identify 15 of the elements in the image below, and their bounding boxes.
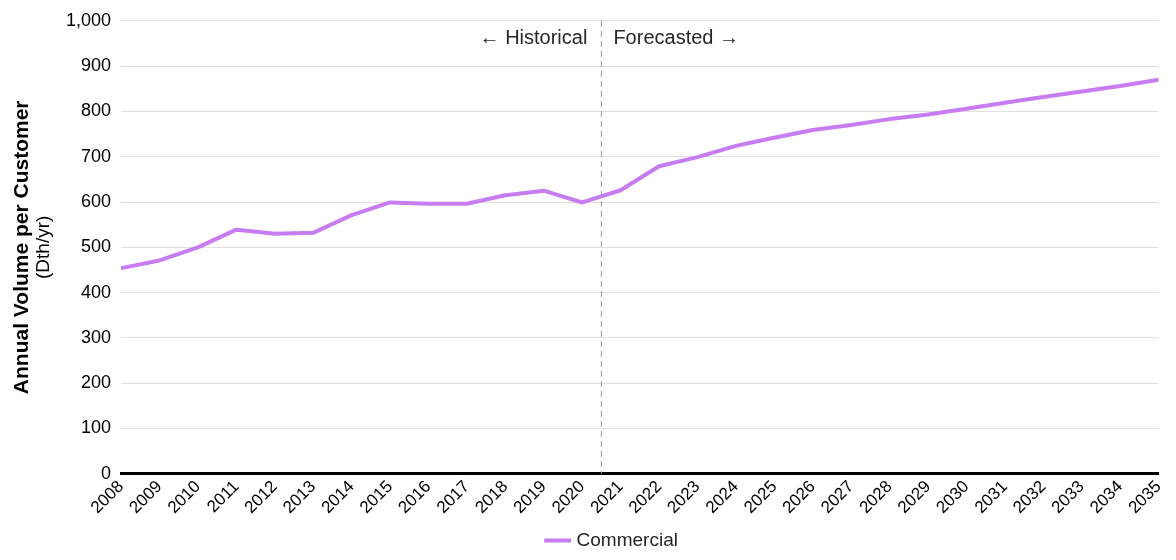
y-tick-label: 100 — [81, 417, 112, 438]
y-tick-label: 700 — [81, 145, 112, 166]
y-tick-label: 800 — [81, 100, 112, 121]
y-tick-label: 200 — [81, 372, 112, 393]
y-tick-label: 900 — [81, 55, 112, 76]
y-tick-label: 1,000 — [66, 9, 112, 30]
y-tick-label: 600 — [81, 190, 112, 211]
y-tick-label: 0 — [101, 462, 112, 483]
y-tick-label: 300 — [81, 326, 112, 347]
y-axis-title: Annual Volume per Customer (Dth/yr) — [8, 100, 54, 395]
y-tick-label: 400 — [81, 281, 112, 302]
y-tick-label: 500 — [81, 236, 112, 257]
legend-label: Commercial — [576, 528, 678, 550]
annotation: Forecasted → — [613, 26, 739, 49]
annotation: ← Historical — [479, 26, 588, 49]
